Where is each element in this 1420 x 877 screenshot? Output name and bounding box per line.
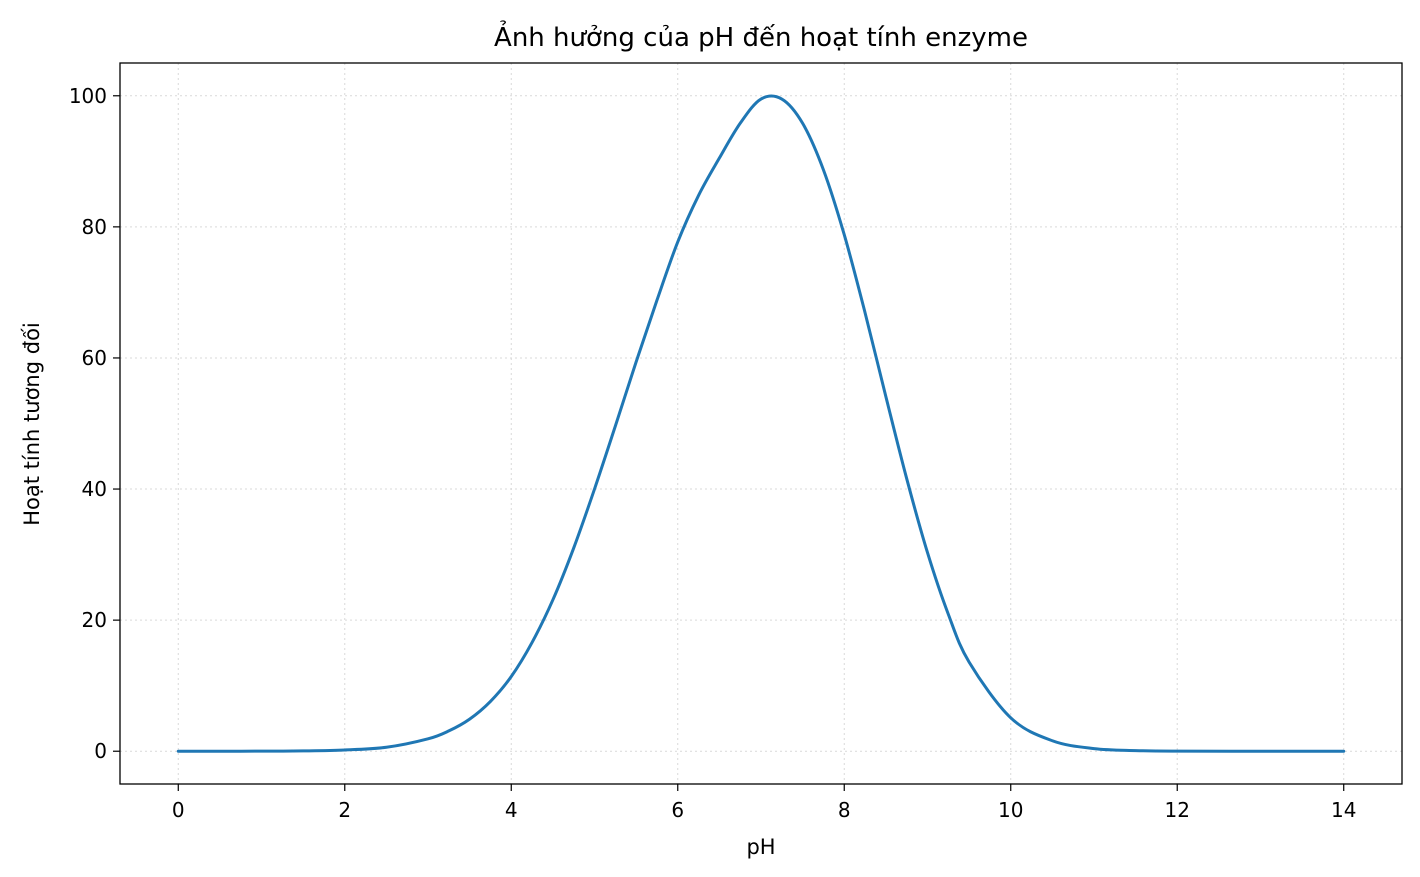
plot-area bbox=[176, 94, 1346, 753]
y-tick-label: 60 bbox=[82, 346, 107, 370]
y-tick-label: 20 bbox=[82, 608, 107, 632]
x-tick-label: 4 bbox=[505, 798, 518, 822]
x-tick-label: 6 bbox=[671, 798, 684, 822]
chart-title: Ảnh hưởng của pH đến hoạt tính enzyme bbox=[494, 19, 1028, 53]
series-line bbox=[176, 94, 1346, 753]
x-tick-label: 10 bbox=[998, 798, 1023, 822]
x-axis: 0 2 4 6 8 10 12 14 bbox=[172, 784, 1356, 822]
plot-frame bbox=[119, 62, 1403, 785]
y-axis-label: Hoạt tính tương đối bbox=[20, 322, 44, 526]
grid bbox=[120, 63, 1402, 784]
x-tick-label: 14 bbox=[1331, 798, 1356, 822]
y-tick-label: 100 bbox=[69, 84, 107, 108]
x-tick-label: 8 bbox=[838, 798, 851, 822]
x-axis-label: pH bbox=[746, 835, 775, 859]
y-tick-label: 80 bbox=[82, 215, 107, 239]
x-tick-label: 12 bbox=[1165, 798, 1190, 822]
y-tick-label: 0 bbox=[94, 739, 107, 763]
x-tick-label: 2 bbox=[338, 798, 351, 822]
y-tick-label: 40 bbox=[82, 477, 107, 501]
y-axis: 0 20 40 60 80 100 bbox=[69, 84, 120, 763]
x-tick-label: 0 bbox=[172, 798, 185, 822]
